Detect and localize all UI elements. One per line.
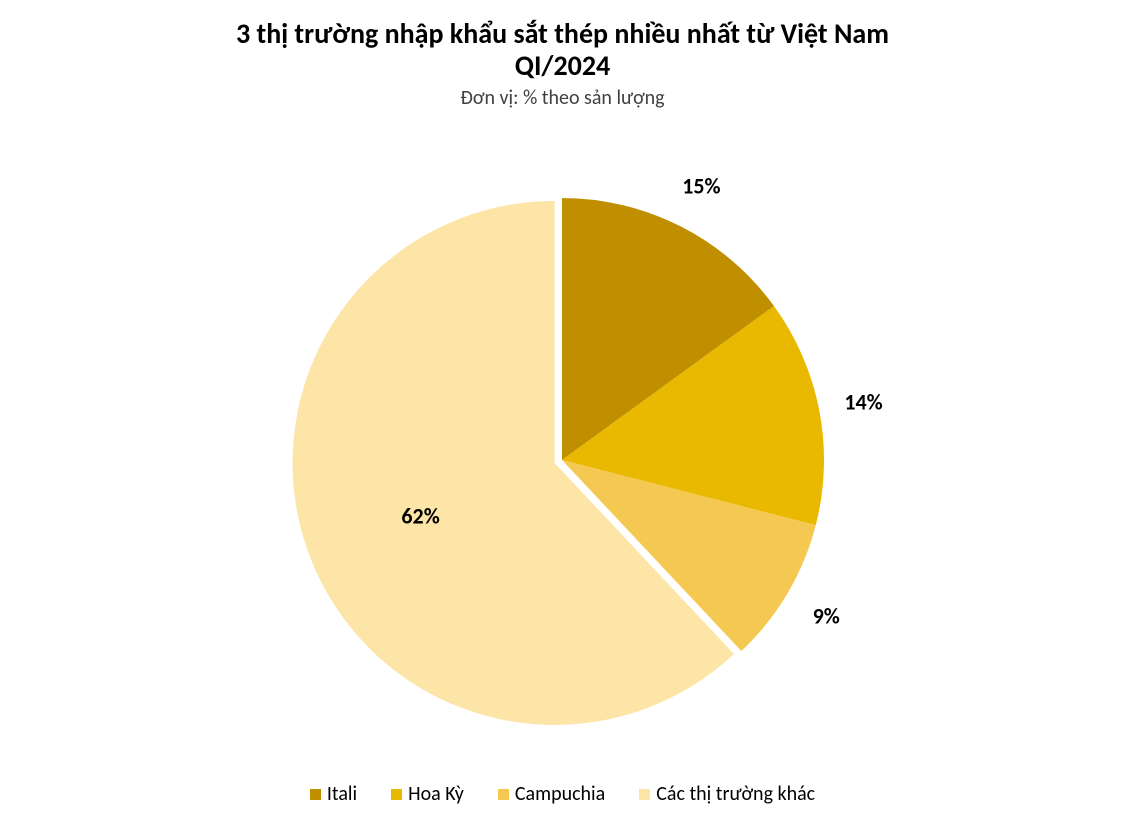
legend-label: Các thị trường khác bbox=[656, 782, 815, 806]
legend-swatch bbox=[498, 789, 509, 800]
pie-svg bbox=[0, 0, 1125, 834]
legend-item-các-thị-trường-khác: Các thị trường khác bbox=[639, 782, 815, 806]
legend-label: Itali bbox=[327, 782, 357, 806]
legend-swatch bbox=[391, 789, 402, 800]
legend-item-itali: Itali bbox=[310, 782, 357, 806]
pie-area bbox=[0, 0, 1125, 834]
pie-chart-container: 3 thị trường nhập khẩu sắt thép nhiều nh… bbox=[0, 0, 1125, 834]
legend-label: Campuchia bbox=[515, 782, 605, 806]
pie-label-itali: 15% bbox=[682, 173, 720, 200]
pie-label-hoa-kỳ: 14% bbox=[844, 389, 882, 416]
legend-swatch bbox=[310, 789, 321, 800]
legend-swatch bbox=[639, 789, 650, 800]
legend-item-campuchia: Campuchia bbox=[498, 782, 605, 806]
legend: Itali Hoa Kỳ Campuchia Các thị trường khác bbox=[0, 782, 1125, 806]
pie-label-các-thị-trường-khác: 62% bbox=[401, 502, 439, 529]
legend-label: Hoa Kỳ bbox=[408, 782, 464, 806]
legend-item-hoa-kỳ: Hoa Kỳ bbox=[391, 782, 464, 806]
pie-label-campuchia: 9% bbox=[813, 603, 840, 630]
